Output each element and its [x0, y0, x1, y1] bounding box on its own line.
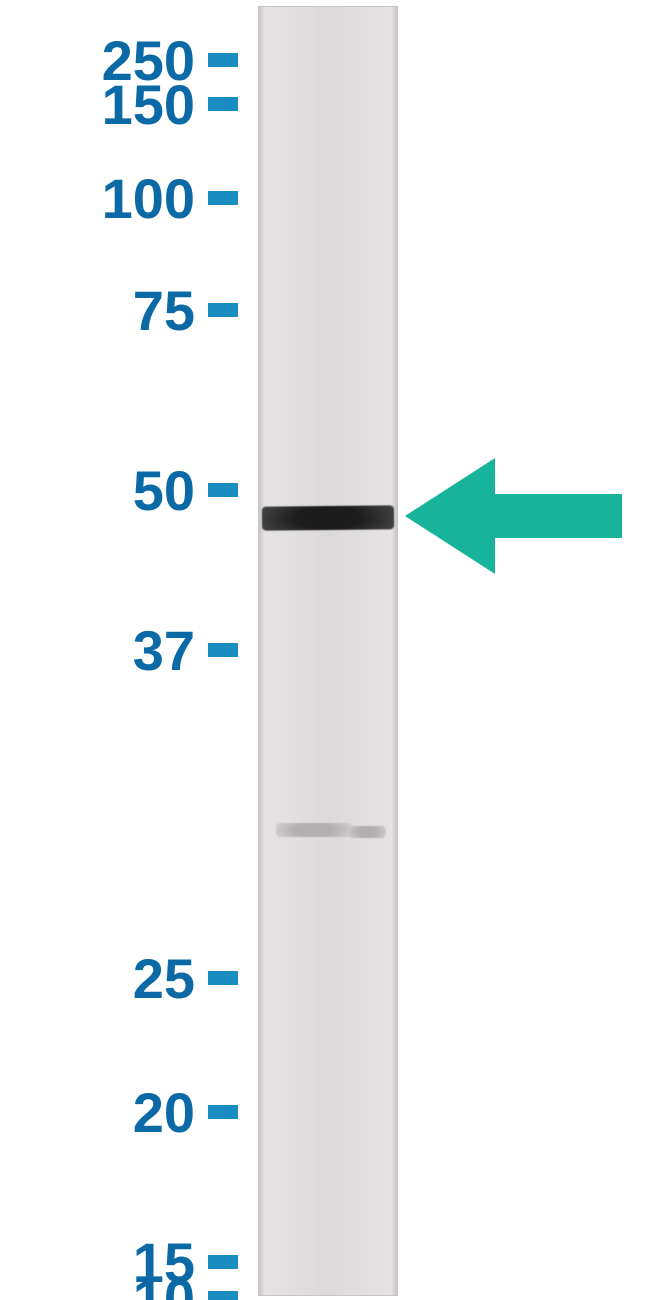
target-band — [262, 505, 394, 530]
mw-tick-15 — [208, 1255, 238, 1269]
mw-label-50: 50 — [133, 458, 195, 523]
mw-label-37: 37 — [133, 618, 195, 683]
mw-tick-25 — [208, 971, 238, 985]
blot-lane — [258, 6, 398, 1296]
mw-label-100: 100 — [102, 166, 195, 231]
faint-band-2 — [348, 826, 386, 838]
target-arrow — [401, 454, 626, 578]
mw-tick-37 — [208, 643, 238, 657]
mw-tick-75 — [208, 303, 238, 317]
mw-tick-10 — [208, 1291, 238, 1300]
mw-label-75: 75 — [133, 278, 195, 343]
mw-tick-250 — [208, 53, 238, 67]
mw-tick-100 — [208, 191, 238, 205]
mw-tick-150 — [208, 97, 238, 111]
mw-label-10: 10 — [133, 1266, 195, 1300]
mw-label-20: 20 — [133, 1080, 195, 1145]
mw-label-25: 25 — [133, 946, 195, 1011]
blot-canvas: 25015010075503725201510 — [0, 0, 650, 1300]
faint-band-1 — [276, 823, 352, 837]
mw-label-150: 150 — [102, 72, 195, 137]
mw-tick-20 — [208, 1105, 238, 1119]
mw-tick-50 — [208, 483, 238, 497]
